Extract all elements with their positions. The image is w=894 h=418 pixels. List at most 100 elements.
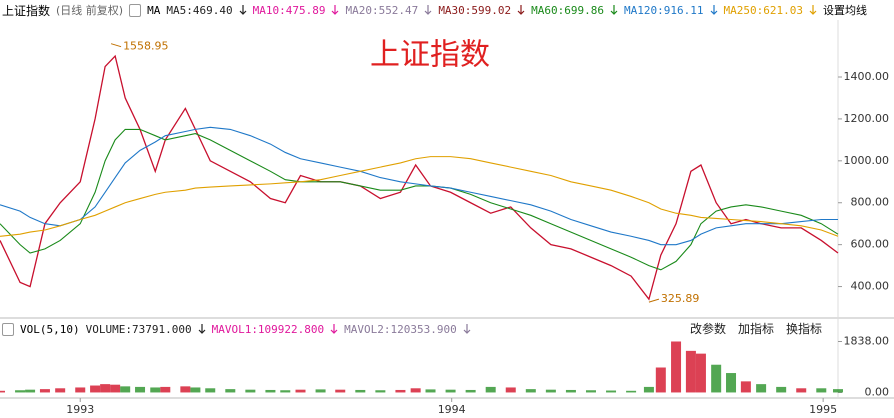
trend-arrow [517, 5, 525, 15]
arrow-shape [517, 5, 525, 15]
volume-bar [565, 389, 576, 393]
volume-bar [626, 390, 637, 393]
y-tick-label: 1838.00 [844, 334, 890, 347]
volume-bar [425, 389, 436, 393]
arrow-shape [239, 5, 247, 15]
volume-bar [776, 386, 787, 393]
y-tick-label: 0.00 [865, 385, 890, 398]
ma-legend-entry: MA20:552.47 [345, 3, 419, 17]
ma-legend-entry: MA30:599.02 [438, 3, 512, 17]
annotation-label: 1558.95 [123, 40, 169, 53]
settings-button[interactable]: 设置均线 [823, 4, 867, 17]
volume-bar [295, 389, 306, 393]
volume-bar [280, 390, 291, 393]
trend-arrow [239, 5, 247, 15]
volume-bar [643, 386, 654, 393]
volume-bar [55, 388, 66, 393]
volume-bar [245, 389, 256, 393]
trend-arrow [330, 324, 338, 334]
ma-line [0, 128, 839, 271]
volume-bar [655, 367, 666, 393]
help-icon[interactable] [129, 3, 142, 17]
chart-title: 上证指数 [370, 38, 490, 73]
volume-bar [695, 353, 706, 393]
volume-bar [711, 364, 722, 393]
volume-bar [816, 388, 827, 393]
volume-bar [756, 384, 767, 393]
volume-bar [355, 389, 366, 393]
volume-bar [15, 390, 26, 393]
volume-bar [75, 387, 86, 393]
volume-header: VOL(5,10) VOLUME:73791.000 MAVOL1:109922.… [0, 319, 471, 339]
volume-bar [39, 389, 50, 393]
x-tick-label: 1993 [66, 403, 94, 416]
price-line [0, 54, 839, 301]
indicator-button[interactable]: 加指标 [738, 322, 775, 336]
arrow-shape [330, 324, 338, 334]
volume-bar [100, 384, 111, 393]
indicator-button[interactable]: 换指标 [786, 322, 823, 336]
volume-bar [135, 386, 146, 393]
volume-bar [465, 389, 476, 393]
annotation-pointer [648, 298, 660, 303]
volume-bar [485, 386, 496, 393]
ma-legend-entry: MA5:469.40 [166, 3, 233, 17]
volume-bar [110, 384, 121, 393]
volume-bar [90, 385, 101, 393]
volume-bar [726, 373, 737, 393]
x-tick-label: 1994 [438, 403, 466, 416]
volume-bar [606, 390, 617, 393]
arrow-shape [710, 5, 717, 15]
volume-bar [375, 390, 386, 393]
y-tick-label: 1400.00 [844, 70, 890, 83]
volume-bar [685, 350, 696, 393]
volume-bar [315, 389, 326, 393]
trend-arrow [809, 5, 817, 15]
volume-bar [190, 387, 201, 393]
volume-bar [796, 388, 807, 393]
volume-bar [225, 389, 236, 393]
volume-bar [505, 387, 516, 393]
y-tick-label: 600.00 [851, 238, 890, 251]
volume-bar [25, 389, 36, 393]
annotation-label: 325.89 [661, 292, 700, 305]
volume-bar [740, 381, 751, 393]
main-header: 上证指数 (日线 前复权) MA MA5:469.40 MA10:475.89 MA… [0, 0, 867, 20]
ma-legend-entry: MA120:916.11 [624, 3, 704, 17]
volume-bar [585, 390, 596, 393]
help-icon[interactable] [2, 322, 14, 336]
arrow-shape [332, 5, 339, 15]
arrow-shape [424, 5, 432, 15]
index-name: 上证指数 [2, 3, 51, 18]
volume-bar [120, 386, 131, 393]
ma-prefix: MA [147, 3, 161, 17]
trend-arrow [710, 5, 717, 15]
ma-line [0, 156, 839, 237]
indicator-buttons: 改参数 加指标 换指标 [690, 320, 822, 337]
y-tick-label: 1000.00 [844, 154, 890, 167]
trend-arrow [424, 5, 432, 15]
volume-bar [395, 389, 406, 393]
arrow-shape [809, 5, 817, 15]
y-tick-label: 1200.00 [844, 112, 890, 125]
volume-legend-entry: MAVOL2:120353.900 [344, 322, 457, 336]
volume-legend-entry: MAVOL1:109922.800 [211, 322, 325, 336]
ma-legend-entry: MA250:621.03 [723, 3, 803, 17]
trend-arrow [463, 324, 471, 334]
annotation-pointer [110, 43, 122, 48]
indicator-button[interactable]: 改参数 [690, 322, 727, 336]
volume-legend-entry: VOLUME:73791.000 [85, 322, 192, 336]
volume-bar [0, 390, 5, 393]
volume-bar [671, 341, 682, 393]
volume-bar [180, 386, 191, 393]
volume-bar [160, 386, 171, 393]
ma-legend-entry: MA10:475.89 [252, 3, 326, 17]
volume-bar [265, 389, 276, 393]
volume-bar [445, 389, 456, 393]
adjust-note: (日线 前复权) [56, 4, 124, 17]
y-tick-label: 800.00 [851, 196, 890, 209]
x-tick-label: 1995 [809, 403, 837, 416]
arrow-shape [198, 324, 206, 334]
